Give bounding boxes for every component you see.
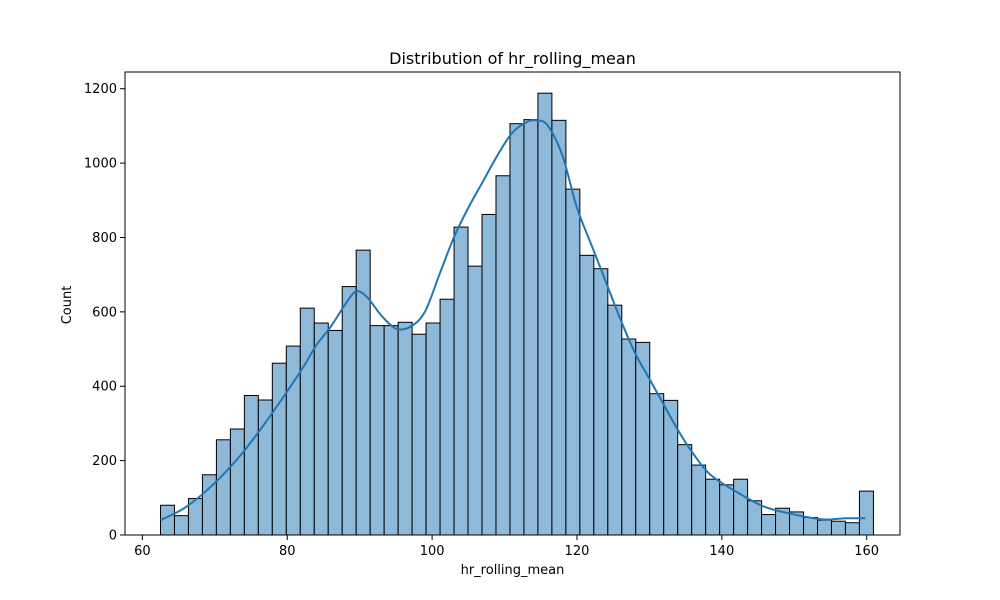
histogram-bar [537, 92, 553, 536]
histogram-bar [747, 500, 763, 536]
histogram-bar [677, 444, 693, 536]
y-axis-label: Count [60, 286, 75, 325]
histogram-bar [593, 268, 609, 536]
histogram-bar [551, 119, 567, 536]
histogram-bar [858, 490, 874, 536]
histogram-bar [565, 188, 581, 536]
histogram-bar [495, 175, 511, 536]
histogram-bar [607, 304, 623, 536]
y-tick-label: 200 [92, 454, 117, 469]
histogram-bar [369, 325, 385, 536]
histogram-bar [803, 517, 819, 536]
histogram-bar [691, 464, 707, 536]
histogram-bar [649, 393, 665, 536]
x-tick-label: 120 [565, 544, 590, 559]
histogram-bar [341, 286, 357, 536]
histogram-bar [467, 265, 483, 536]
chart-title: Distribution of hr_rolling_mean [389, 49, 636, 69]
y-tick-label: 0 [109, 529, 117, 544]
x-tick-label: 60 [134, 544, 151, 559]
histogram-bar [579, 254, 595, 536]
histogram-bar [439, 298, 455, 536]
x-tick-label: 160 [854, 544, 879, 559]
histogram-bar [271, 362, 287, 536]
y-tick-label: 800 [92, 231, 117, 246]
histogram-bar [229, 428, 245, 536]
histogram-bar [733, 478, 749, 536]
y-tick-label: 600 [92, 305, 117, 320]
histogram-bar [705, 478, 721, 536]
histogram-bar [621, 338, 637, 536]
histogram-bar [383, 325, 399, 536]
histogram-bar [844, 522, 860, 536]
y-tick-label: 1200 [84, 82, 117, 97]
plot-frame [124, 71, 901, 536]
histogram-bar [313, 322, 329, 536]
histogram-bar [719, 484, 735, 536]
x-axis-label: hr_rolling_mean [461, 563, 565, 578]
kde-line [160, 119, 866, 522]
bars-group [159, 92, 874, 536]
histogram-bar [453, 226, 469, 536]
histogram-bar [481, 213, 497, 536]
y-tick-label: 1000 [84, 157, 117, 172]
histogram-bar [257, 399, 273, 536]
histogram-bar [425, 322, 441, 536]
histogram-bar [509, 123, 525, 536]
histogram-bar [327, 329, 343, 536]
histogram-bar [411, 333, 427, 536]
x-tick-label: 100 [420, 544, 445, 559]
histogram-bar [299, 307, 315, 536]
histogram-bar [817, 519, 832, 536]
histogram-bar [830, 520, 846, 536]
histogram-bar [663, 399, 679, 536]
histogram-bar [523, 119, 539, 536]
x-axis: 60 80 100 120 140 160 [134, 535, 879, 559]
histogram-bar [761, 514, 777, 536]
histogram-bar [397, 321, 413, 536]
histogram-bar [635, 341, 651, 536]
y-tick-label: 400 [92, 380, 117, 395]
histogram-bar [215, 439, 231, 536]
histogram-bar [243, 395, 259, 536]
histogram-bar [173, 515, 189, 536]
x-tick-label: 140 [709, 544, 734, 559]
x-tick-label: 80 [279, 544, 296, 559]
y-axis: 0 200 400 600 800 1000 1200 [84, 82, 125, 544]
